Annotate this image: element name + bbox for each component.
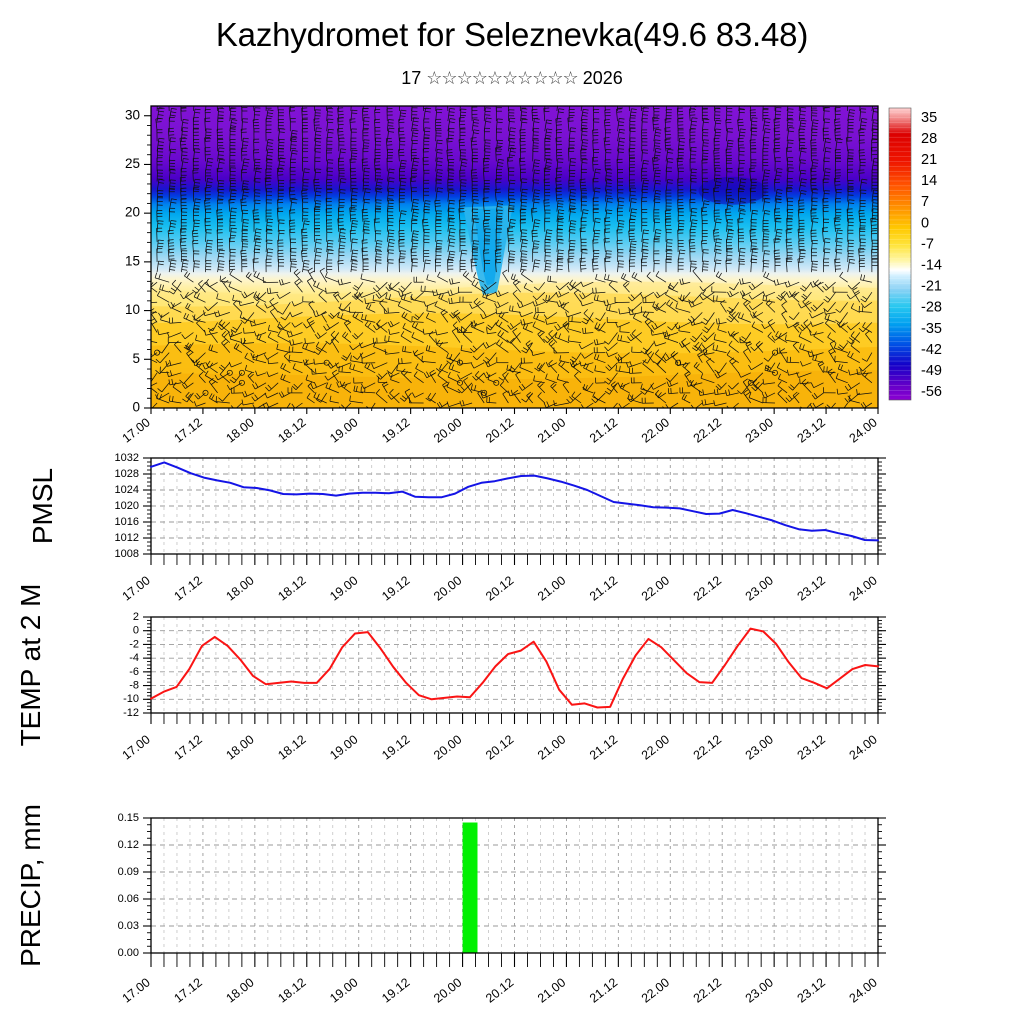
x-axis-tick-label: 18.12 bbox=[275, 975, 308, 1005]
y-axis-tick-label: 0.06 bbox=[118, 893, 139, 905]
y-axis-tick-label: 20 bbox=[125, 205, 140, 220]
colorbar-tick-label: -35 bbox=[921, 321, 942, 337]
x-axis-tick-label: 19.00 bbox=[327, 975, 360, 1005]
subtitle-month-glyphs: ☆☆☆☆☆☆☆☆☆☆ bbox=[426, 68, 578, 88]
x-axis-tick-label: 22.12 bbox=[691, 732, 724, 762]
pmsl-series bbox=[150, 461, 879, 542]
x-axis-tick-label: 17.12 bbox=[172, 732, 205, 762]
colorbar-tick-label: -28 bbox=[921, 300, 942, 316]
colorbar-gradient bbox=[888, 107, 912, 401]
cross-section-field bbox=[151, 106, 878, 408]
y-axis-tick-label: 0.09 bbox=[118, 866, 139, 878]
y-axis-tick-label: 0 bbox=[132, 400, 140, 415]
temp-2m-panel: -12 -10 -8-6 -4 -20 2 17.00 17.12 18.00 18.12 19.0… bbox=[15, 584, 886, 763]
y-axis-tick-label: 0 bbox=[133, 625, 139, 637]
y-axis-tick-label: 0.00 bbox=[118, 947, 139, 959]
precip-panel: 0.00 0.03 0.06 0.09 0.12 0.15 17.00 17.12 18.00 1… bbox=[15, 804, 886, 1006]
x-axis-tick-label: 24.00 bbox=[847, 732, 880, 762]
precip-bar bbox=[462, 822, 478, 953]
y-axis-tick-label: -12 bbox=[123, 707, 139, 719]
x-axis-tick-label: 18.00 bbox=[223, 975, 256, 1005]
x-axis-tick-label: 17.12 bbox=[172, 975, 205, 1005]
y-axis-tick-label: 0.15 bbox=[118, 812, 139, 824]
x-axis-tick-label: 17.00 bbox=[120, 732, 153, 762]
x-axis-tick-label: 19.12 bbox=[379, 975, 412, 1005]
page-title: Kazhydromet for Seleznevka(49.6 83.48) bbox=[215, 16, 809, 53]
x-axis-tick-label: 20.12 bbox=[483, 732, 516, 762]
y-axis-tick-label: 1012 bbox=[115, 532, 139, 544]
colorbar-tick-label: -49 bbox=[921, 363, 942, 379]
y-axis-tick-label: 15 bbox=[125, 253, 140, 268]
colorbar-tick-label: 35 bbox=[921, 110, 937, 126]
chart-subtitle: 17 ☆☆☆☆☆☆☆☆☆☆ 2026 bbox=[0, 68, 1024, 89]
y-axis-tick-label: -8 bbox=[129, 679, 139, 691]
x-axis-tick-label: 19.12 bbox=[379, 732, 412, 762]
x-axis-tick-label: 22.00 bbox=[639, 732, 672, 762]
pmsl-axis-label: PMSL bbox=[27, 468, 58, 544]
temp-axis-label: TEMP at 2 M bbox=[15, 584, 46, 747]
x-axis-tick-label: 21.00 bbox=[535, 732, 568, 762]
x-axis-tick-label: 19.00 bbox=[327, 732, 360, 762]
subtitle-year: 2026 bbox=[582, 68, 623, 88]
x-axis-tick-label: 23.12 bbox=[795, 732, 828, 762]
x-axis-tick-label: 20.00 bbox=[431, 975, 464, 1005]
colorbar-tick-label: -7 bbox=[921, 236, 934, 252]
colorbar-tick-label: -56 bbox=[921, 384, 942, 400]
y-axis-tick-label: 25 bbox=[125, 156, 140, 171]
isotherm-band bbox=[151, 343, 878, 408]
y-axis-tick-label: 1024 bbox=[115, 484, 139, 496]
x-axis-tick-label: 23.00 bbox=[743, 975, 776, 1005]
y-axis-tick-label: 1016 bbox=[115, 516, 139, 528]
y-axis-tick-label: 1008 bbox=[115, 548, 139, 560]
y-axis-tick-label: -4 bbox=[129, 652, 139, 664]
x-axis-tick-label: 22.12 bbox=[691, 975, 724, 1005]
x-axis-tick-label: 17.00 bbox=[120, 975, 153, 1005]
colorbar-tick-label: 28 bbox=[921, 131, 937, 147]
y-axis-tick-label: 0.12 bbox=[118, 839, 139, 851]
y-axis-tick-label: -6 bbox=[129, 666, 139, 678]
x-axis-tick-label: 20.12 bbox=[483, 975, 516, 1005]
x-axis-tick-label: 23.12 bbox=[795, 975, 828, 1005]
x-axis-tick-label: 23.00 bbox=[743, 732, 776, 762]
y-axis-tick-label: 1020 bbox=[115, 500, 139, 512]
subtitle-day: 17 bbox=[401, 68, 422, 88]
colorbar-tick-label: -21 bbox=[921, 279, 942, 295]
colorbar-tick-label: 7 bbox=[921, 194, 929, 210]
precip-axis-label: PRECIP, mm bbox=[15, 804, 46, 967]
x-axis-tick-label: 20.00 bbox=[431, 732, 464, 762]
x-axis-tick-label: 21.00 bbox=[535, 975, 568, 1005]
y-axis-tick-label: -10 bbox=[123, 693, 139, 705]
wind-barb-field bbox=[151, 106, 878, 408]
colorbar-tick-label: -42 bbox=[921, 342, 942, 358]
colorbar-tick-label: 0 bbox=[921, 215, 929, 231]
y-axis-tick-label: 1028 bbox=[115, 468, 139, 480]
colorbar-tick-label: 21 bbox=[921, 152, 937, 168]
colorbar-tick-label: -14 bbox=[921, 258, 942, 274]
x-axis-tick-label: 21.12 bbox=[587, 732, 620, 762]
temp-series bbox=[150, 627, 879, 709]
x-axis-tick-label: 21.12 bbox=[587, 975, 620, 1005]
y-axis-tick-label: 2 bbox=[133, 611, 139, 623]
isotherm-band bbox=[151, 370, 878, 408]
colorbar-tick-label: 14 bbox=[921, 173, 937, 189]
cold-pocket bbox=[698, 176, 767, 205]
y-axis-tick-label: 0.03 bbox=[118, 920, 139, 932]
y-axis-tick-label: -2 bbox=[129, 638, 139, 650]
x-axis-tick-label: 18.00 bbox=[223, 732, 256, 762]
y-axis-tick-label: 5 bbox=[132, 351, 140, 366]
x-axis-tick-label: 22.00 bbox=[639, 975, 672, 1005]
y-axis-tick-label: 30 bbox=[125, 107, 140, 122]
x-axis-tick-label: 18.12 bbox=[275, 732, 308, 762]
x-axis-tick-label: 24.00 bbox=[847, 975, 880, 1005]
y-axis-tick-label: 10 bbox=[125, 302, 140, 317]
y-axis-tick-label: 1032 bbox=[115, 452, 139, 464]
